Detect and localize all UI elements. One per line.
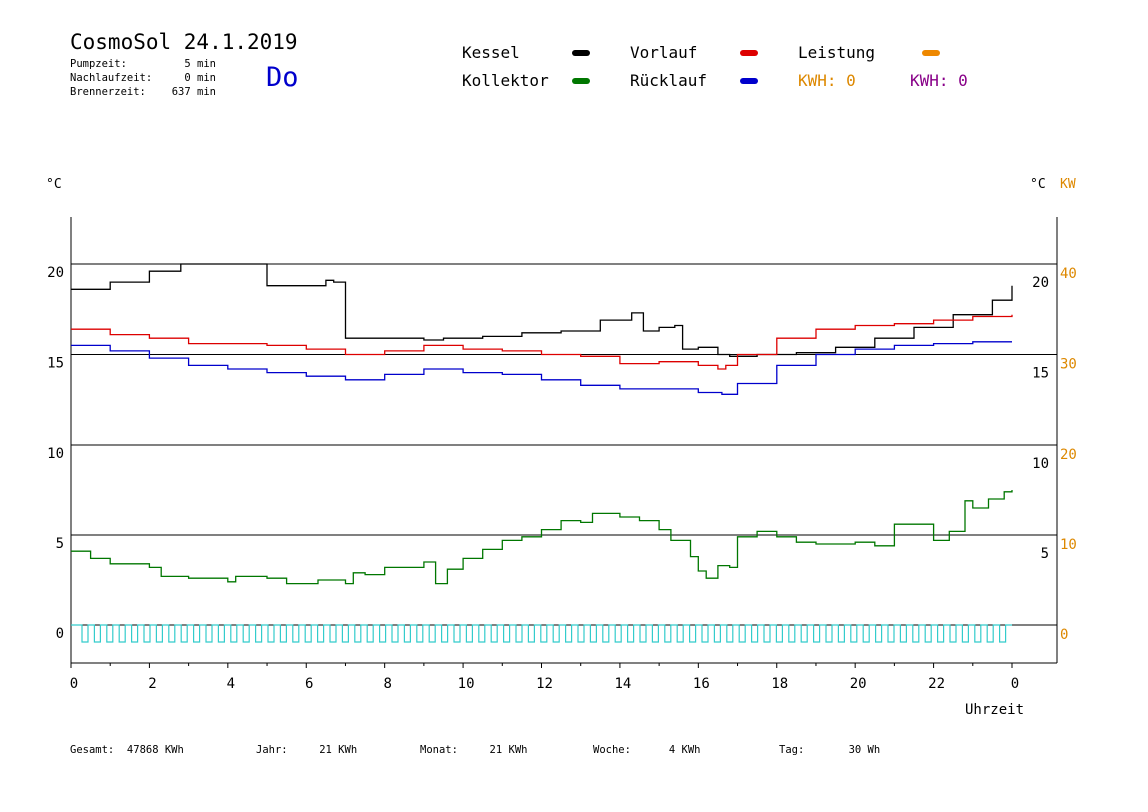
y-tick-label: 10 [1060, 537, 1077, 553]
x-tick-label: 6 [305, 676, 313, 692]
x-tick-label: 2 [148, 676, 156, 692]
legend-kwh-solar: KWH: 0 [798, 71, 856, 90]
stat-label: Brennerzeit: [70, 86, 146, 98]
x-tick-label: 14 [614, 676, 631, 692]
footer-value: 4 KWh [668, 744, 701, 756]
footer-label: Woche: [593, 744, 631, 756]
x-tick-label: 0 [70, 676, 78, 692]
footer-monat: Monat: 21 KWh [420, 744, 527, 756]
series-vorlauf-line [71, 314, 1013, 370]
gridlines [71, 263, 1057, 626]
y-tick-label: 5 [1041, 546, 1049, 562]
footer-jahr: Jahr: 21 KWh [256, 744, 357, 756]
footer-label: Tag: [779, 744, 805, 756]
stat-row-nachlaufzeit: Nachlaufzeit: 0 min [70, 72, 216, 84]
chart-title: CosmoSol 24.1.2019 [70, 30, 298, 54]
footer-value: 47868 KWh [126, 744, 184, 756]
plot-frame [70, 217, 1058, 664]
series-ruecklauf-line [71, 341, 1012, 395]
x-axis: 0 2 4 6 8 10 12 14 16 18 20 22 0 [70, 663, 1019, 692]
series-kollektor-line [71, 490, 1013, 585]
y-tick-label: 20 [1032, 275, 1049, 291]
footer-value: 30 Wh [848, 744, 881, 756]
y-tick-label: 0 [1060, 627, 1068, 643]
y-tick-label: 5 [56, 536, 64, 552]
y-tick-label: 15 [47, 356, 64, 372]
pump-activity-trace [71, 624, 1012, 643]
y-tick-label: 20 [47, 265, 64, 281]
legend-kollektor-label: Kollektor [462, 71, 549, 90]
x-tick-label: 20 [850, 676, 867, 692]
stat-value: 5 min [184, 58, 216, 70]
footer-value: 21 KWh [319, 744, 358, 756]
y-tick-label: 0 [56, 626, 64, 642]
stat-value: 637 min [171, 86, 216, 98]
legend-kessel-swatch [572, 50, 590, 56]
y-tick-label: 20 [1060, 447, 1077, 463]
footer-label: Gesamt: [70, 744, 115, 756]
series-kessel-line [71, 263, 1013, 357]
series-lines [71, 263, 1013, 585]
legend-kessel-label: Kessel [462, 43, 520, 62]
x-tick-label: 0 [1011, 676, 1019, 692]
y-tick-label: 10 [47, 446, 64, 462]
y-tick-label: 40 [1060, 266, 1077, 282]
legend-leistung-label: Leistung [798, 43, 876, 62]
footer-gesamt: Gesamt: 47868 KWh [70, 744, 184, 756]
stat-row-pumpzeit: Pumpzeit: 5 min [70, 58, 216, 70]
y-tick-label: 10 [1032, 456, 1049, 472]
legend-leistung-swatch [922, 50, 940, 56]
x-tick-label: 4 [227, 676, 235, 692]
right-unit-label: °C [1030, 177, 1046, 192]
left-unit-label: °C [46, 177, 62, 192]
x-axis-label: Uhrzeit [965, 702, 1024, 718]
x-tick-label: 12 [536, 676, 553, 692]
stat-label: Nachlaufzeit: [70, 72, 153, 84]
legend-ruecklauf-swatch [740, 78, 758, 84]
stat-label: Pumpzeit: [70, 58, 127, 70]
legend-vorlauf-label: Vorlauf [630, 43, 698, 62]
x-tick-label: 8 [383, 676, 391, 692]
footer-label: Jahr: [256, 744, 288, 756]
footer-woche: Woche: 4 KWh [593, 744, 700, 756]
x-tick-label: 16 [693, 676, 710, 692]
footer-label: Monat: [420, 744, 458, 756]
x-tick-label: 18 [771, 676, 788, 692]
stat-row-brennerzeit: Brennerzeit: 637 min [70, 86, 216, 98]
footer-value: 21 KWh [489, 744, 528, 756]
y-tick-labels: 20 20 40 15 15 30 10 10 20 5 5 10 0 0 [47, 265, 1077, 643]
x-tick-label: 22 [928, 676, 945, 692]
weekday-label: Do [266, 62, 299, 93]
y-tick-label: 30 [1060, 357, 1077, 373]
pump-trace [71, 624, 1012, 643]
legend-vorlauf-swatch [740, 50, 758, 56]
legend-ruecklauf-label: Rücklauf [630, 71, 708, 90]
right-kw-unit-label: KW [1060, 177, 1076, 192]
legend-kollektor-swatch [572, 78, 590, 84]
stat-value: 0 min [184, 72, 216, 84]
footer-tag: Tag: 30 Wh [779, 744, 880, 756]
y-tick-label: 15 [1032, 366, 1049, 382]
x-tick-label: 10 [458, 676, 475, 692]
legend-kwh-burner: KWH: 0 [910, 71, 968, 90]
